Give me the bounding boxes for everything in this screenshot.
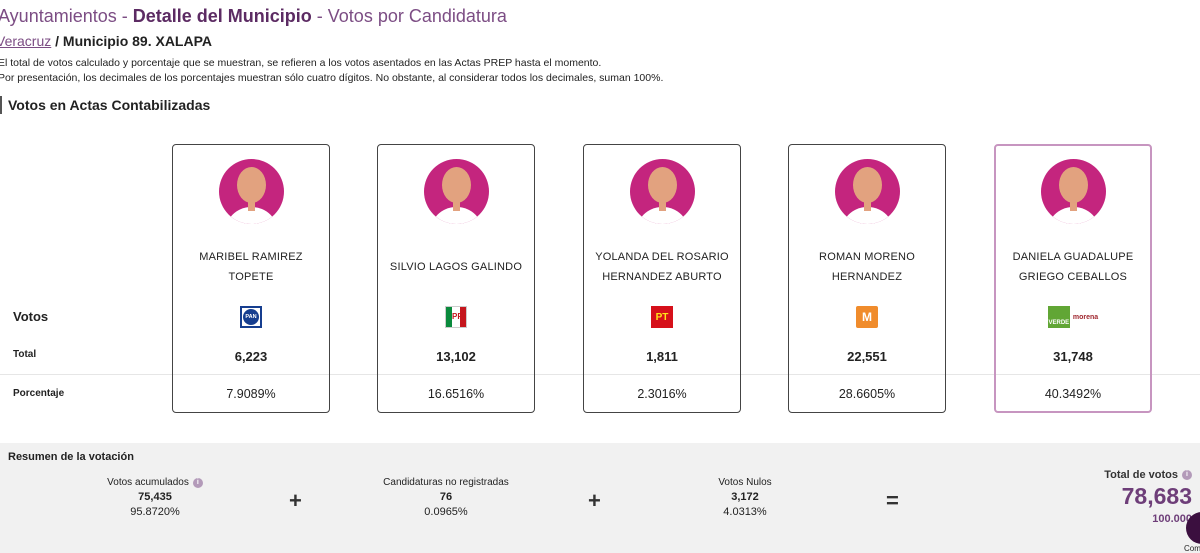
candidate-card[interactable]: ROMAN MORENO HERNANDEZ M 22,551 28.6605% — [788, 144, 946, 413]
candidate-name: ROMAN MORENO HERNANDEZ — [819, 251, 915, 283]
candidate-card[interactable]: YOLANDA DEL ROSARIO HERNANDEZ ABURTO PT 1… — [583, 144, 741, 413]
candidate-name: MARIBEL RAMIREZ TOPETE — [199, 251, 303, 283]
breadcrumb-separator: / — [51, 33, 63, 49]
candidate-percentage: 2.3016% — [637, 387, 687, 401]
summary-nulos-pct: 4.0313% — [723, 506, 767, 518]
row-label-total: Total — [13, 349, 37, 360]
summary-no-registradas-value: 76 — [439, 491, 453, 503]
candidate-name: SILVIO LAGOS GALINDO — [389, 261, 523, 273]
summary-total: Total de votos i 78,683 100.000 — [1104, 469, 1192, 525]
candidate-percentage: 28.6605% — [838, 387, 896, 401]
summary-total-value: 78,683 — [1121, 483, 1192, 509]
floating-action-button[interactable] — [1186, 512, 1200, 544]
party-logo-mc: M — [789, 305, 945, 329]
title-separator: - — [116, 6, 133, 26]
vote-summary: Resumen de la votación Votos acumulados i… — [0, 443, 1200, 553]
candidate-total: 1,811 — [646, 349, 678, 364]
candidate-percentage: 40.3492% — [1044, 387, 1102, 401]
candidate-name: YOLANDA DEL ROSARIO HERNANDEZ ABURTO — [595, 251, 729, 283]
info-icon[interactable]: i — [1182, 470, 1192, 480]
candidate-avatar — [630, 159, 695, 224]
candidate-card[interactable]: MARIBEL RAMIREZ TOPETE PAN 6,223 7.9089% — [172, 144, 330, 413]
title-detail: Detalle del Municipio — [132, 6, 312, 26]
candidate-name: DANIELA GUADALUPE GRIEGO CEBALLOS — [1012, 251, 1134, 283]
row-label-porcentaje: Porcentaje — [13, 388, 65, 399]
summary-nulos-label: Votos Nulos — [718, 477, 772, 488]
row-divider — [0, 374, 1200, 375]
candidate-percentage: 7.9089% — [226, 387, 276, 401]
info-icon[interactable]: i — [192, 477, 203, 488]
section-marker — [0, 96, 2, 114]
candidate-card[interactable]: SILVIO LAGOS GALINDO PRI 13,102 16.6516% — [377, 144, 535, 413]
summary-no-registradas-label: Candidaturas no registradas — [383, 477, 509, 488]
summary-total-pct: 100.000 — [1152, 513, 1192, 525]
equals-sign: = — [886, 488, 899, 513]
candidate-avatar — [424, 159, 489, 224]
title-separator: - — [311, 6, 328, 26]
breadcrumb: Veracruz / Municipio 89. XALAPA — [0, 33, 212, 49]
party-logo-pri: PRI — [378, 305, 534, 329]
info-note: El total de votos calculado y porcentaje… — [0, 57, 602, 69]
summary-acumulados-label: Votos acumulados — [107, 477, 189, 488]
info-note: Por presentación, los decimales de los p… — [0, 72, 664, 84]
plus-sign: + — [289, 488, 302, 513]
candidate-total: 31,748 — [1053, 349, 1093, 364]
floating-action-label: Com — [1184, 544, 1200, 553]
candidate-avatar — [835, 159, 900, 224]
candidate-percentage: 16.6516% — [427, 387, 485, 401]
candidate-avatar — [1041, 159, 1106, 224]
section-title: Votos en Actas Contabilizadas — [8, 97, 211, 113]
title-subsection: Votos por Candidatura — [327, 6, 507, 26]
candidate-total: 22,551 — [847, 349, 887, 364]
section-header: Votos en Actas Contabilizadas — [0, 96, 210, 114]
summary-acumulados-value: 75,435 — [138, 491, 172, 503]
summary-title: Resumen de la votación — [8, 451, 134, 463]
party-logo-verde-morena: VERDE morena — [996, 305, 1150, 329]
summary-acumulados-pct: 95.8720% — [130, 506, 180, 518]
title-section: Ayuntamientos — [0, 6, 117, 26]
summary-no-registradas: Candidaturas no registradas 76 0.0965% — [366, 477, 526, 518]
summary-no-registradas-pct: 0.0965% — [424, 506, 468, 518]
candidate-card-winner[interactable]: DANIELA GUADALUPE GRIEGO CEBALLOS VERDE mo… — [994, 144, 1152, 413]
summary-nulos: Votos Nulos 3,172 4.0313% — [685, 477, 805, 518]
breadcrumb-municipality: Municipio 89. XALAPA — [62, 33, 213, 49]
row-label-votos: Votos — [13, 309, 49, 324]
page-title: Ayuntamientos - Detalle del Municipio - … — [0, 6, 507, 27]
party-logo-pt: PT — [584, 305, 740, 329]
plus-sign: + — [588, 488, 601, 513]
candidate-avatar — [219, 159, 284, 224]
breadcrumb-state-link[interactable]: Veracruz — [0, 33, 52, 49]
party-logo-pan: PAN — [173, 305, 329, 329]
summary-acumulados: Votos acumulados i 75,435 95.8720% — [80, 477, 230, 518]
candidate-total: 6,223 — [234, 349, 268, 364]
summary-nulos-value: 3,172 — [731, 491, 759, 503]
candidate-total: 13,102 — [436, 349, 476, 364]
summary-total-label: Total de votos — [1104, 469, 1178, 481]
